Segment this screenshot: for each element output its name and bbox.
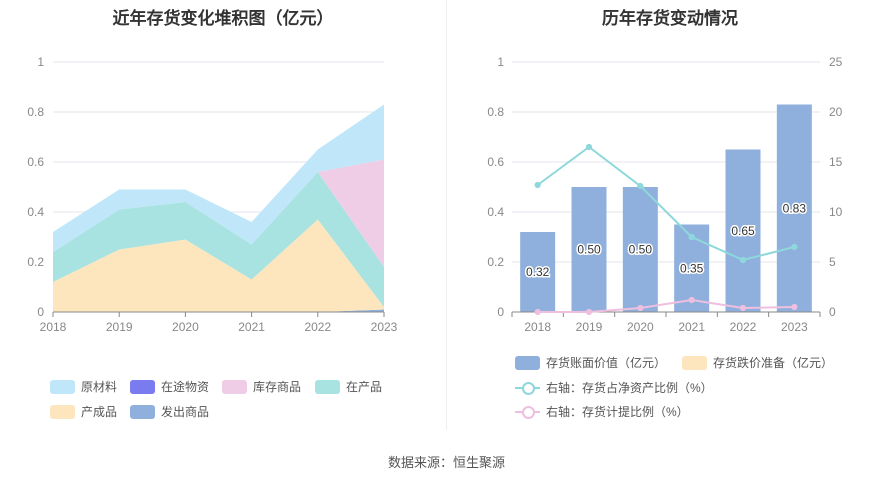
line-point: [585, 143, 593, 151]
legend-swatch: [50, 404, 75, 419]
y-tick-label: 0.8: [487, 105, 504, 119]
legend-label: 发出商品: [161, 405, 210, 419]
x-tick-label: 2019: [106, 320, 133, 334]
legend-swatch: [515, 405, 540, 419]
legend-swatch: [130, 379, 155, 394]
legend-item[interactable]: 库存商品: [222, 378, 301, 395]
legend-label: 在产品: [346, 380, 383, 394]
x-tick-label: 2018: [524, 320, 551, 334]
line-point: [534, 308, 541, 316]
x-tick-label: 2023: [371, 320, 398, 334]
legend-label: 库存商品: [253, 380, 302, 394]
legend-label: 原材料: [81, 380, 118, 394]
y-tick-label: 0.2: [27, 255, 44, 269]
legend-item[interactable]: 存货跌价准备（亿元）: [682, 354, 833, 371]
y2-tick-label: 20: [829, 105, 843, 119]
legend-item[interactable]: 原材料: [50, 378, 117, 395]
line-point: [791, 243, 798, 251]
legend-item[interactable]: 存货账面价值（亿元）: [515, 354, 666, 371]
y2-tick-label: 0: [829, 305, 836, 319]
line-point: [739, 256, 747, 264]
bar-value-label: 0.83: [783, 201, 807, 215]
line-point: [637, 304, 644, 312]
x-tick-label: 2021: [238, 320, 265, 334]
legend-swatch: [315, 379, 340, 394]
bar: [725, 149, 761, 312]
legend-label: 右轴：存货占净资产比例（%）: [546, 381, 713, 395]
y-tick-label: 1: [37, 55, 44, 69]
legend-item[interactable]: 右轴：存货计提比例（%）: [515, 403, 689, 420]
bar-value-label: 0.35: [680, 261, 704, 275]
inventory-change-chart-panel: 历年存货变动情况 0 0.2 0.4 0.6 0.8 1 0 5 10 15 20 25 0.32 0.5…: [447, 0, 893, 430]
line-point: [534, 181, 541, 189]
legend-swatch: [222, 379, 247, 394]
y-tick-label: 0: [497, 305, 504, 319]
y-tick-label: 0.6: [487, 155, 504, 169]
area-series-2: [53, 159, 384, 267]
data-source: 数据来源：恒生聚源: [387, 455, 505, 470]
y-tick-label: 0: [37, 305, 44, 319]
legend-item[interactable]: 在产品: [315, 378, 382, 395]
stacked-area-chart: 0 0.2 0.4 0.6 0.8 1 2018 2019 2020 2021 2022 2023: [27, 55, 398, 334]
y-tick-label: 1: [497, 55, 504, 69]
bar-value-label: 0.50: [577, 243, 601, 257]
x-tick-label: 2020: [627, 320, 654, 334]
left-chart-title: 近年存货变化堆积图（亿元）: [112, 9, 334, 28]
y2-tick-label: 5: [829, 255, 836, 269]
line-point: [791, 303, 798, 311]
line-series-3: [537, 298, 795, 313]
line-point: [688, 296, 695, 304]
legend-swatch: [130, 404, 155, 419]
area-series-0: [53, 104, 384, 252]
bar-value-label: 0.32: [526, 265, 550, 279]
legend-label: 存货账面价值（亿元）: [546, 356, 667, 370]
y-tick-label: 0.4: [487, 205, 504, 219]
legend-label: 在途物资: [161, 380, 210, 394]
legend-item[interactable]: 产成品: [50, 403, 117, 420]
x-tick-label: 2020: [172, 320, 199, 334]
right-chart-title: 历年存货变动情况: [602, 9, 738, 28]
legend-item[interactable]: 在途物资: [130, 378, 209, 395]
legend-item[interactable]: 发出商品: [130, 403, 209, 420]
stacked-area-chart-panel: 近年存货变化堆积图（亿元） 0 0.2 0.4 0.6 0.8 1 2018 2019 2020…: [0, 0, 446, 430]
legend-label: 存货跌价准备（亿元）: [713, 356, 834, 370]
x-tick-label: 2023: [781, 320, 808, 334]
x-tick-label: 2022: [730, 320, 757, 334]
y2-tick-label: 25: [829, 55, 843, 69]
panel-divider: [446, 0, 447, 430]
legend-swatch: [50, 379, 75, 394]
y-tick-label: 0.4: [27, 205, 44, 219]
x-tick-label: 2018: [40, 320, 67, 334]
legend-label: 右轴：存货计提比例（%）: [546, 405, 689, 419]
x-tick-label: 2019: [576, 320, 603, 334]
legend-item[interactable]: 右轴：存货占净资产比例（%）: [515, 379, 713, 396]
bar: [571, 187, 607, 312]
x-tick-label: 2021: [678, 320, 705, 334]
line-series-2: [537, 145, 795, 262]
line-point: [585, 308, 593, 316]
line-point: [688, 233, 695, 241]
right-legend: 存货账面价值（亿元） 存货跌价准备（亿元） 右轴：存货占净资产比例（%） 右轴：存货计…: [447, 0, 893, 430]
y-tick-label: 0.2: [487, 255, 504, 269]
legend-label: 产成品: [81, 405, 118, 419]
line-point: [739, 304, 747, 312]
y2-tick-label: 10: [829, 205, 843, 219]
legend-swatch: [682, 355, 707, 370]
area-series-4: [53, 219, 384, 312]
left-legend: 原材料 在途物资 库存商品 在产品产成品 发出商品: [0, 0, 446, 430]
bar-value-label: 0.50: [629, 243, 653, 257]
x-tick-label: 2022: [304, 320, 331, 334]
y-tick-label: 0.8: [27, 105, 44, 119]
bar: [622, 187, 658, 312]
area-series-3: [53, 172, 384, 307]
bar-value-label: 0.65: [731, 224, 755, 238]
y2-tick-label: 15: [829, 155, 843, 169]
bar: [776, 104, 812, 312]
line-point: [637, 182, 644, 190]
bar: [520, 232, 556, 312]
y-tick-label: 0.6: [27, 155, 44, 169]
legend-swatch: [515, 355, 540, 370]
legend-swatch: [515, 381, 540, 395]
